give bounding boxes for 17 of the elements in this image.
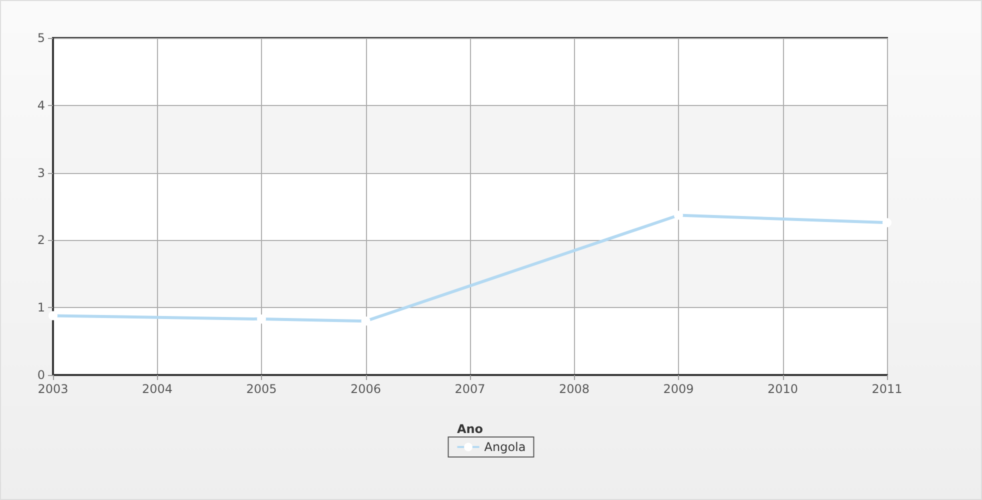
y-tick-label: 4 — [37, 98, 45, 112]
x-tick-label: 2005 — [246, 382, 277, 396]
y-tick-label: 1 — [37, 300, 45, 315]
x-tick-label: 2004 — [142, 382, 173, 396]
y-tick-label: 5 — [37, 31, 45, 45]
y-tick-label: 3 — [37, 166, 45, 180]
x-tick-label: 2009 — [663, 382, 694, 396]
y-tick-label: 0 — [37, 368, 45, 382]
y-tick-label: 2 — [37, 233, 45, 248]
x-tick-label: 2007 — [454, 382, 486, 396]
x-tick-label: 2011 — [872, 382, 902, 396]
x-tick-label: 2006 — [350, 382, 382, 396]
x-tick-label: 2003 — [38, 382, 68, 396]
x-axis-title: Ano — [456, 422, 484, 436]
x-tick-label: 2010 — [767, 382, 798, 396]
legend-label: Angola — [484, 440, 526, 454]
x-tick-label: 2008 — [558, 382, 590, 396]
